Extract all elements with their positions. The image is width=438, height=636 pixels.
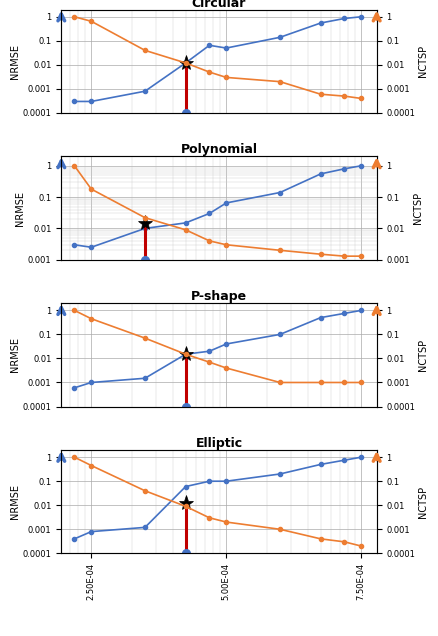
Y-axis label: NRMSE: NRMSE: [10, 44, 20, 79]
Title: Elliptic: Elliptic: [195, 437, 243, 450]
Y-axis label: NRMSE: NRMSE: [10, 337, 20, 372]
Title: Polynomial: Polynomial: [180, 143, 258, 156]
Y-axis label: NCTSP: NCTSP: [418, 485, 428, 518]
Y-axis label: NRMSE: NRMSE: [15, 191, 25, 226]
Title: Circular: Circular: [192, 0, 246, 10]
Y-axis label: NCTSP: NCTSP: [418, 45, 428, 78]
Y-axis label: NRMSE: NRMSE: [10, 484, 20, 519]
Y-axis label: NCTSP: NCTSP: [418, 339, 428, 371]
Title: P-shape: P-shape: [191, 290, 247, 303]
Y-axis label: NCTSP: NCTSP: [413, 192, 423, 224]
